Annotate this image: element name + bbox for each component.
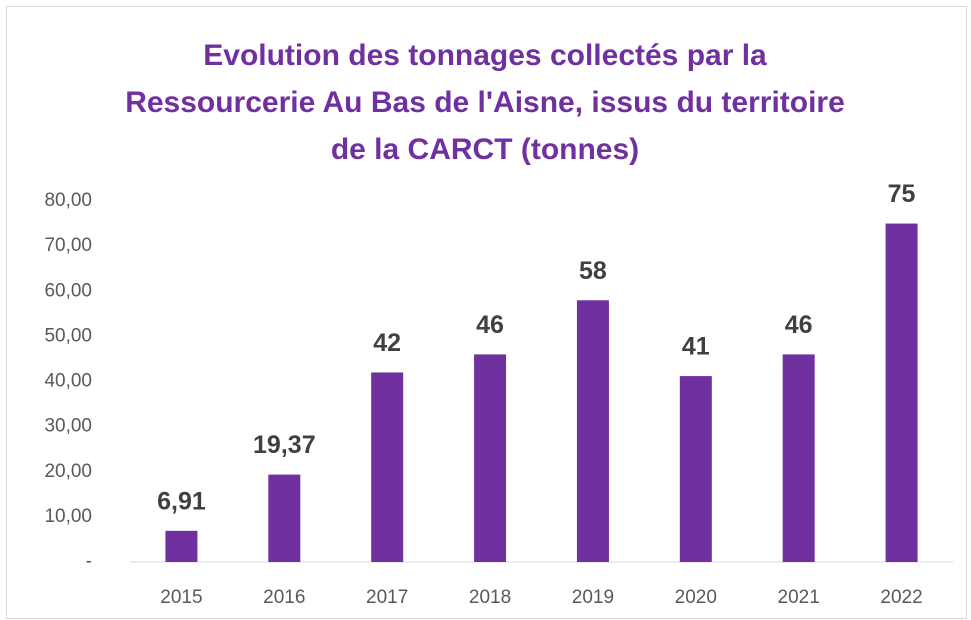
value-label: 19,37 — [253, 431, 316, 459]
value-label: 75 — [888, 180, 916, 208]
y-tick-label: 70,00 — [44, 235, 92, 256]
y-tick-label: 30,00 — [44, 416, 92, 437]
value-label: 41 — [682, 333, 710, 361]
bar — [165, 530, 198, 562]
value-label: 58 — [579, 257, 607, 285]
y-tick-label: 60,00 — [44, 280, 92, 301]
y-tick-label: 10,00 — [44, 506, 92, 527]
x-tick-label: 2019 — [572, 587, 614, 608]
bar — [268, 474, 301, 562]
y-tick-label: 50,00 — [44, 325, 92, 346]
bar — [782, 354, 815, 562]
x-tick-label: 2020 — [675, 587, 717, 608]
bar — [371, 372, 404, 562]
bar — [885, 223, 918, 562]
x-tick-label: 2018 — [469, 587, 511, 608]
x-tick-label: 2016 — [263, 587, 305, 608]
value-label: 42 — [373, 329, 401, 357]
y-tick-label: 40,00 — [44, 371, 92, 392]
x-tick-label: 2015 — [160, 587, 202, 608]
x-tick-label: 2021 — [778, 587, 820, 608]
bar — [679, 376, 712, 562]
value-label: 6,91 — [157, 487, 206, 515]
value-label: 46 — [785, 311, 813, 339]
chart-title: Ressourcerie Au Bas de l'Aisne, issus du… — [125, 86, 845, 119]
chart-title: Evolution des tonnages collectés par la — [203, 39, 767, 72]
chart-title: de la CARCT (tonnes) — [331, 133, 639, 166]
y-tick-label: 80,00 — [44, 190, 92, 211]
value-label: 46 — [476, 311, 504, 339]
bar — [474, 354, 507, 562]
y-tick-label: - — [86, 551, 92, 572]
bar — [576, 300, 609, 562]
x-tick-label: 2022 — [880, 587, 922, 608]
y-tick-label: 20,00 — [44, 461, 92, 482]
x-tick-label: 2017 — [366, 587, 408, 608]
